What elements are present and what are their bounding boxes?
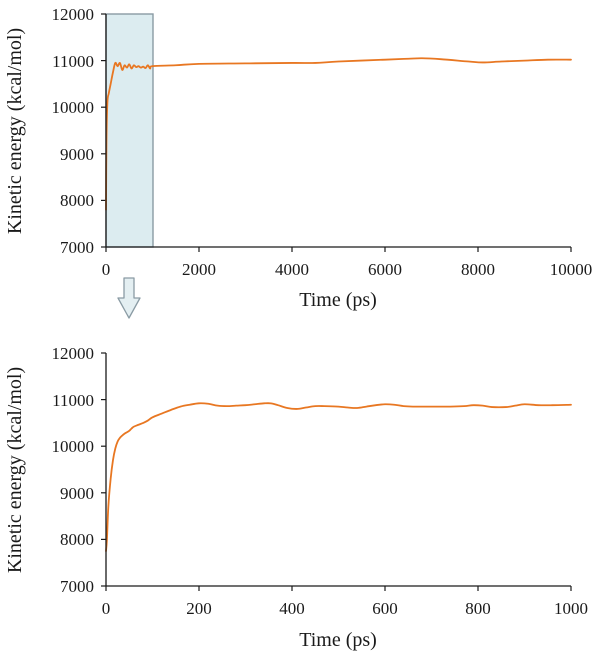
overview-x-tick-labels: 0 2000 4000 6000 8000 10000 xyxy=(102,260,593,279)
overview-x-axis-title: Time (ps) xyxy=(299,289,377,311)
x-tick-label: 8000 xyxy=(461,260,495,279)
y-tick-label: 11000 xyxy=(52,52,94,71)
x-tick-label: 10000 xyxy=(550,260,593,279)
overview-kinetic-energy-line xyxy=(105,57,572,211)
x-tick-label: 0 xyxy=(102,599,111,618)
y-tick-label: 11000 xyxy=(52,391,94,410)
down-arrow-icon xyxy=(117,277,141,319)
zoomed-y-tick-labels: 7000 8000 9000 10000 11000 12000 xyxy=(52,344,95,596)
overview-plot-area xyxy=(101,13,572,252)
zoomed-y-axis-title: Kinetic energy (kcal/mol) xyxy=(4,367,26,573)
x-tick-label: 200 xyxy=(186,599,212,618)
zoomed-x-axis-title: Time (ps) xyxy=(299,629,377,651)
x-tick-label: 800 xyxy=(465,599,491,618)
y-tick-label: 7000 xyxy=(60,238,94,257)
x-tick-label: 4000 xyxy=(275,260,309,279)
y-tick-label: 7000 xyxy=(60,577,94,596)
zoomed-plot-area xyxy=(101,352,572,591)
y-tick-label: 8000 xyxy=(60,530,94,549)
overview-chart: 0 2000 4000 6000 8000 10000 7000 8000 90… xyxy=(4,5,592,311)
y-tick-label: 9000 xyxy=(60,145,94,164)
y-tick-label: 9000 xyxy=(60,484,94,503)
zoomed-x-tick-labels: 0 200 400 600 800 1000 xyxy=(102,599,588,618)
y-tick-label: 10000 xyxy=(52,98,95,117)
x-tick-label: 400 xyxy=(279,599,305,618)
down-arrow-shape xyxy=(117,277,141,319)
zoom-region-highlight xyxy=(105,13,154,248)
overview-y-axis-title: Kinetic energy (kcal/mol) xyxy=(4,28,26,234)
zoomed-chart: 0 200 400 600 800 1000 7000 8000 9000 10… xyxy=(4,344,588,651)
y-tick-label: 12000 xyxy=(52,344,95,363)
x-tick-label: 2000 xyxy=(182,260,216,279)
x-tick-label: 600 xyxy=(372,599,398,618)
overview-y-tick-labels: 7000 8000 9000 10000 11000 12000 xyxy=(52,5,95,257)
y-tick-label: 12000 xyxy=(52,5,95,24)
x-tick-label: 1000 xyxy=(554,599,588,618)
y-tick-label: 8000 xyxy=(60,191,94,210)
zoomed-kinetic-energy-line xyxy=(105,402,572,552)
x-tick-label: 0 xyxy=(102,260,111,279)
y-tick-label: 10000 xyxy=(52,437,95,456)
x-tick-label: 6000 xyxy=(368,260,402,279)
